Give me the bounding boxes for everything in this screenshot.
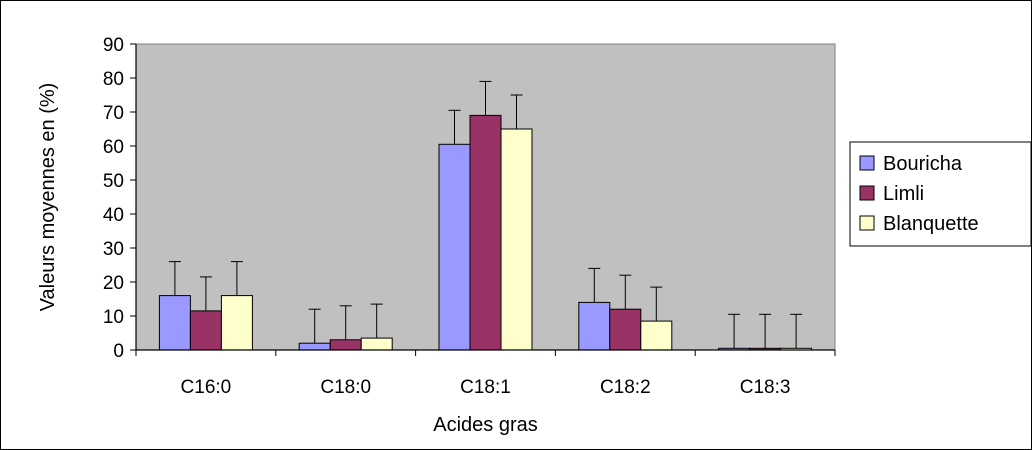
bar-blanquette — [500, 128, 533, 351]
y-axis-title: Valeurs moyennes en (%) — [37, 83, 59, 312]
x-axis-title: Acides gras — [433, 414, 538, 436]
bar-blanquette — [640, 320, 673, 351]
legend-swatch — [859, 155, 875, 171]
y-tick-label: 70 — [103, 103, 124, 124]
y-tick-label: 20 — [103, 273, 124, 294]
bar-blanquette — [220, 295, 253, 351]
bar-limli — [329, 339, 362, 351]
legend-label: Limli — [883, 183, 924, 205]
bar-bouricha — [158, 295, 191, 351]
bar-bouricha — [578, 301, 611, 351]
error-bars — [168, 80, 803, 349]
x-tick-label: C16:0 — [181, 377, 232, 398]
bar-bouricha — [298, 342, 331, 351]
bars — [158, 114, 813, 351]
x-tick-label: C18:0 — [320, 377, 371, 398]
legend: Bouricha Limli Blanquette — [849, 141, 1032, 247]
legend-label: Blanquette — [883, 213, 979, 235]
x-tick-label: C18:3 — [740, 377, 791, 398]
y-tick-label: 60 — [103, 137, 124, 158]
legend-swatch — [859, 185, 875, 201]
legend-swatch — [859, 215, 875, 231]
y-axis-ticks: 0 10 20 30 40 50 60 70 80 90 — [103, 35, 136, 362]
x-axis-ticks: C16:0 C18:0 C18:1 C18:2 C18:3 — [135, 350, 836, 398]
y-tick-label: 90 — [103, 35, 124, 56]
bar-blanquette — [360, 337, 393, 351]
bar-bouricha — [438, 143, 471, 351]
y-tick-label: 80 — [103, 69, 124, 90]
y-tick-label: 30 — [103, 239, 124, 260]
x-tick-label: C18:1 — [460, 377, 511, 398]
legend-label: Bouricha — [883, 153, 963, 175]
y-tick-label: 10 — [103, 307, 124, 328]
x-tick-label: C18:2 — [600, 377, 651, 398]
legend-box — [849, 141, 1032, 247]
y-tick-label: 40 — [103, 205, 124, 226]
bar-limli — [189, 310, 222, 351]
y-tick-label: 50 — [103, 171, 124, 192]
y-tick-label: 0 — [113, 341, 124, 362]
bar-limli — [469, 114, 502, 351]
bar-limli — [609, 308, 642, 351]
